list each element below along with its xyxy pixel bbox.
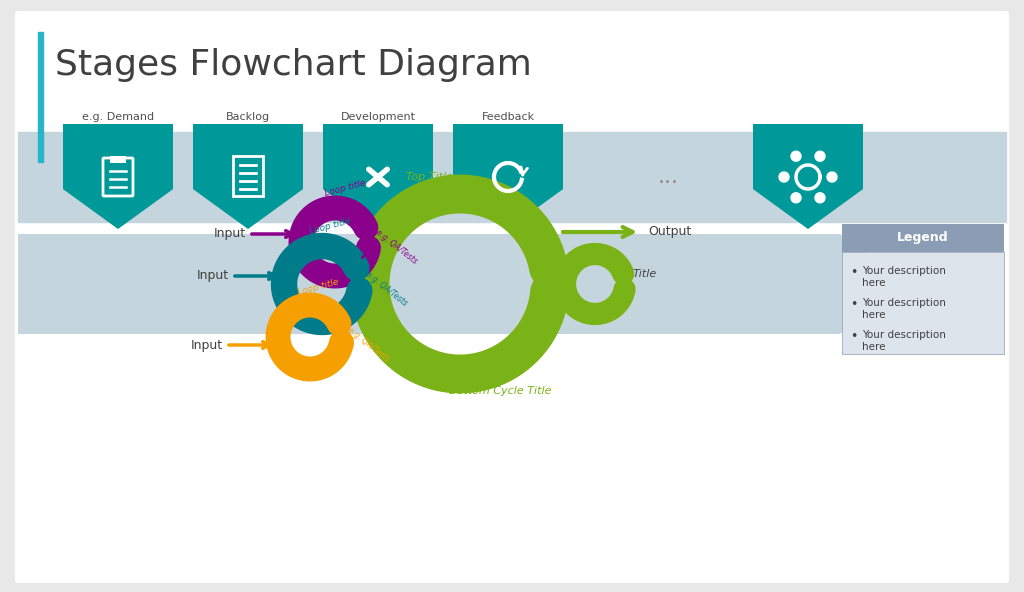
Text: Feedback: Feedback [481,112,535,122]
Text: Stages Flowchart Diagram: Stages Flowchart Diagram [55,48,531,82]
Text: Top Title: Top Title [407,172,454,182]
Circle shape [779,172,790,182]
FancyBboxPatch shape [15,11,1009,583]
Text: Development: Development [341,112,416,122]
Text: Input: Input [197,269,229,282]
Polygon shape [323,124,433,229]
Text: Legend: Legend [897,231,949,244]
Text: e.g. QA/Tests: e.g. QA/Tests [346,326,391,364]
Bar [18,132,1006,222]
Text: e.g. Demand: e.g. Demand [82,112,154,122]
Bar [110,156,126,163]
Text: •: • [850,298,857,311]
Circle shape [815,193,825,203]
Text: Your description
here: Your description here [862,330,946,352]
Bar [38,32,43,162]
Text: e.g. QA/Tests: e.g. QA/Tests [364,270,409,308]
Circle shape [827,172,837,182]
Text: •: • [850,330,857,343]
Polygon shape [18,234,910,334]
Text: Backlog: Backlog [226,112,270,122]
Bar [842,224,1004,252]
Text: Title: Title [633,269,657,279]
Polygon shape [753,124,863,229]
Text: Loop title: Loop title [308,217,351,236]
Polygon shape [453,124,563,229]
Circle shape [791,151,801,161]
Polygon shape [193,124,303,229]
Text: Output: Output [648,226,691,239]
Text: Input: Input [190,339,223,352]
Circle shape [815,151,825,161]
Text: Your description
here: Your description here [862,266,946,288]
Text: e.g. QA/Tests: e.g. QA/Tests [374,228,419,266]
Text: •: • [850,266,857,279]
Circle shape [791,193,801,203]
Text: Loop title: Loop title [324,178,367,198]
Bar [842,252,1004,354]
Text: Bottom Cycle Title: Bottom Cycle Title [449,386,551,396]
Polygon shape [63,124,173,229]
Text: ...: ... [657,167,679,187]
Text: Loop title: Loop title [297,278,340,297]
Text: Your description
here: Your description here [862,298,946,320]
Text: Input: Input [214,227,246,240]
